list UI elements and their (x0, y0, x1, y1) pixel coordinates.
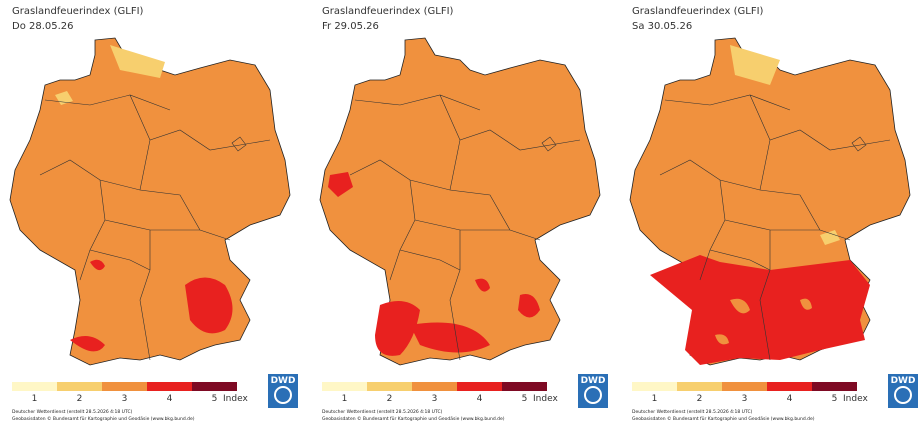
legend-swatch (677, 382, 722, 391)
legend-label: 4 (167, 394, 173, 404)
dwd-logo-swirl (894, 386, 912, 404)
legend-label: 3 (122, 394, 128, 404)
area-level-2 (730, 45, 840, 245)
panel: Graslandfeuerindex (GLFI) Fr 29.05.26 1 2 3 4… (319, 6, 608, 422)
dwd-logo-swirl (584, 386, 602, 404)
map-title: Graslandfeuerindex (GLFI) (322, 6, 454, 17)
area-level-4 (375, 278, 540, 356)
legend-label: 1 (32, 394, 38, 404)
legend-swatch (322, 382, 367, 391)
legend-label: 4 (477, 394, 483, 404)
credit: Deutscher Wetterdienst (erstellt 28.5.20… (322, 409, 443, 415)
dwd-logo-swirl (274, 386, 292, 404)
legend-swatch (412, 382, 457, 391)
legend-swatch (722, 382, 767, 391)
area-level-4 (650, 255, 870, 365)
credit: Deutscher Wetterdienst (erstellt 28.5.20… (632, 409, 753, 415)
legend-label: 1 (652, 394, 658, 404)
legend-label: 4 (787, 394, 793, 404)
legend-label: 5 (832, 394, 838, 404)
area-level-3 (715, 298, 812, 345)
legend-label: 1 (342, 394, 348, 404)
germany-map (319, 37, 601, 366)
legend-label: 2 (77, 394, 83, 404)
map-date: Sa 30.05.26 (632, 21, 692, 32)
map-title: Graslandfeuerindex (GLFI) (12, 6, 144, 17)
legend-swatch (367, 382, 412, 391)
legend-swatch (632, 382, 677, 391)
map-title: Graslandfeuerindex (GLFI) (632, 6, 764, 17)
dwd-logo-text: DWD (271, 376, 296, 386)
legend-label: 5 (522, 394, 528, 404)
legend-swatch (147, 382, 192, 391)
source: Geobasisdaten © Bundesamt für Kartograph… (12, 415, 195, 422)
legend-label: 3 (742, 394, 748, 404)
legend-unit: Index (843, 394, 868, 404)
legend-unit: Index (533, 394, 558, 404)
panel: Graslandfeuerindex (GLFI) Sa 30.05.26 1 2 3 4… (629, 6, 918, 422)
area-level-2 (55, 45, 165, 105)
legend-label: 2 (387, 394, 393, 404)
credit: Deutscher Wetterdienst (erstellt 28.5.20… (12, 409, 133, 415)
legend-swatch (192, 382, 237, 391)
source: Geobasisdaten © Bundesamt für Kartograph… (632, 415, 815, 422)
legend-swatch (57, 382, 102, 391)
legend-swatch (12, 382, 57, 391)
legend-label: 2 (697, 394, 703, 404)
legend-swatch (767, 382, 812, 391)
dwd-logo-text: DWD (891, 376, 916, 386)
legend-swatch (457, 382, 502, 391)
area-level-4 (70, 259, 233, 352)
legend-label: 5 (212, 394, 218, 404)
legend-unit: Index (223, 394, 248, 404)
map-date: Do 28.05.26 (12, 21, 74, 32)
source: Geobasisdaten © Bundesamt für Kartograph… (322, 415, 505, 422)
legend-swatch (812, 382, 857, 391)
legend-label: 3 (432, 394, 438, 404)
map-date: Fr 29.05.26 (322, 21, 379, 32)
germany-map (9, 37, 291, 366)
area-level-4 (328, 172, 353, 197)
legend-swatch (502, 382, 547, 391)
panel: Graslandfeuerindex (GLFI) Do 28.05.26 1 2 3 4… (9, 6, 298, 422)
legend-swatch (102, 382, 147, 391)
dwd-logo-text: DWD (581, 376, 606, 386)
